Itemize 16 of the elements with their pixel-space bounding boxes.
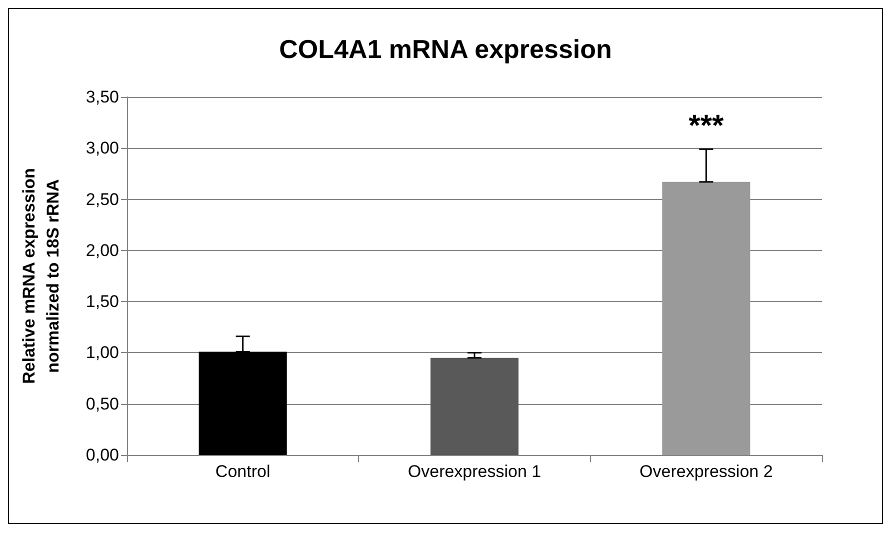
y-tick-label: 1,50	[86, 292, 119, 312]
annotation: ***	[688, 110, 724, 143]
y-axis-title: Relative mRNA expression normalized to 18S rRNA	[20, 168, 62, 384]
bar	[430, 358, 519, 455]
bar	[662, 182, 750, 455]
x-tick-label: Overexpression 2	[640, 462, 773, 481]
y-tick-label: 1,00	[86, 343, 119, 362]
y-tick-label: 2,00	[86, 240, 119, 260]
x-tick-label: Control	[215, 462, 270, 481]
y-tick-label: 0,00	[86, 446, 119, 464]
x-tick-label: Overexpression 1	[408, 462, 542, 481]
y-tick-label: 3,00	[86, 138, 119, 158]
y-tick-label: 2,50	[86, 190, 119, 209]
y-tick-label: 0,50	[86, 394, 119, 414]
chart-title: COL4A1 mRNA expression	[279, 34, 612, 64]
y-tick-label: 3,50	[86, 88, 119, 106]
